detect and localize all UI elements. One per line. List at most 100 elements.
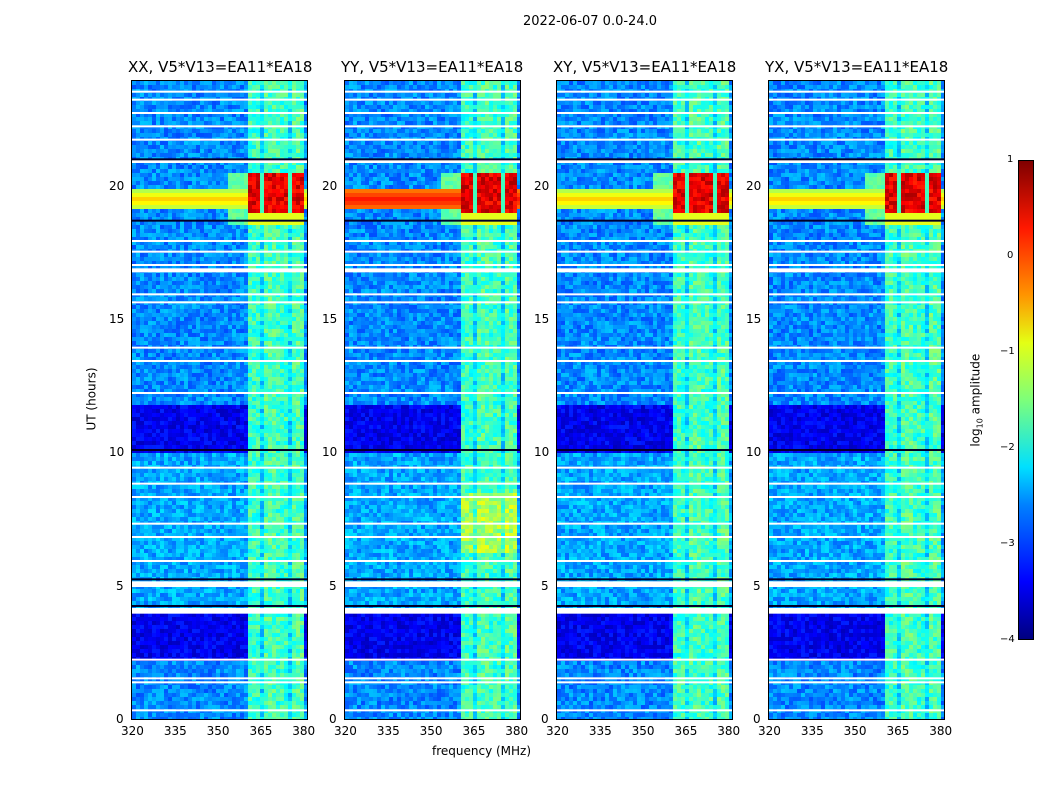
heatmap-yy	[345, 81, 520, 719]
flagged-row	[557, 112, 732, 114]
flagged-row	[345, 301, 520, 304]
flagged-row	[345, 583, 520, 587]
flagged-row	[557, 581, 732, 584]
flagged-row	[769, 609, 944, 614]
x-tick-yy-335: 335	[377, 724, 400, 738]
heatmap-xy	[557, 81, 732, 719]
y-tick-yx-0: 0	[753, 712, 761, 726]
flagged-row	[132, 90, 307, 93]
flagged-row	[345, 560, 520, 562]
flagged-row	[345, 360, 520, 362]
flagged-row	[345, 522, 520, 525]
flagged-row	[132, 138, 307, 141]
flagged-row	[132, 466, 307, 469]
colorbar-tick-5: −4	[1000, 634, 1015, 645]
x-tick-yx-380: 380	[929, 724, 952, 738]
flagged-row	[345, 581, 520, 584]
x-tick-yy-350: 350	[420, 724, 443, 738]
x-tick-xx-365: 365	[249, 724, 272, 738]
x-tick-yy-380: 380	[505, 724, 528, 738]
y-tick-yx-20: 20	[746, 179, 761, 193]
flagged-row	[557, 609, 732, 614]
flagged-row	[769, 482, 944, 485]
colorbar-label: log10 amplitude	[968, 354, 984, 447]
x-tick-xy-320: 320	[546, 724, 569, 738]
flagged-row	[769, 536, 944, 538]
flagged-row	[345, 681, 520, 684]
flagged-row	[132, 112, 307, 114]
y-tick-yx-15: 15	[746, 312, 761, 326]
flagged-row	[769, 658, 944, 661]
flagged-row	[132, 482, 307, 485]
x-tick-xy-335: 335	[589, 724, 612, 738]
flagged-row	[557, 482, 732, 485]
flagged-row	[345, 112, 520, 114]
flagged-row	[557, 536, 732, 538]
panel-title-xx: XX, V5*V13=EA11*EA18	[128, 58, 312, 76]
flagged-row	[769, 268, 944, 273]
flagged-row	[769, 346, 944, 349]
flagged-row	[345, 159, 520, 163]
flagged-row	[769, 138, 944, 141]
flagged-row	[345, 466, 520, 469]
flagged-row	[345, 250, 520, 253]
flagged-row	[769, 360, 944, 362]
flagged-row	[769, 496, 944, 498]
flagged-row	[557, 560, 732, 562]
x-tick-yx-365: 365	[886, 724, 909, 738]
flagged-row	[132, 250, 307, 253]
figure-title: 2022-06-07 0.0-24.0	[0, 14, 1050, 29]
flagged-row	[557, 98, 732, 101]
flagged-row	[769, 293, 944, 296]
flagged-row	[345, 264, 520, 266]
flagged-row	[769, 392, 944, 394]
flagged-row	[557, 496, 732, 498]
x-tick-xy-365: 365	[674, 724, 697, 738]
flagged-row	[557, 301, 732, 304]
flagged-row	[557, 522, 732, 525]
x-tick-yy-320: 320	[334, 724, 357, 738]
flagged-row	[345, 90, 520, 93]
y-tick-xy-20: 20	[534, 179, 549, 193]
y-tick-xx-0: 0	[116, 712, 124, 726]
flagged-row	[345, 482, 520, 485]
heatmap-panel-yy	[344, 80, 521, 720]
x-tick-yy-365: 365	[462, 724, 485, 738]
y-tick-xx-10: 10	[109, 445, 124, 459]
flagged-row	[132, 268, 307, 273]
flagged-row	[557, 583, 732, 587]
colorbar-tick-3: −2	[1000, 442, 1015, 453]
flagged-row	[769, 301, 944, 304]
heatmap-panel-yx	[768, 80, 945, 720]
y-tick-xy-15: 15	[534, 312, 549, 326]
flagged-row	[769, 709, 944, 712]
y-tick-xx-20: 20	[109, 179, 124, 193]
flagged-row	[557, 159, 732, 163]
x-axis-label: frequency (MHz)	[432, 744, 531, 758]
flagged-row	[557, 658, 732, 661]
flagged-row	[557, 608, 732, 610]
flagged-row	[345, 536, 520, 538]
flagged-row	[769, 159, 944, 163]
flagged-row	[132, 159, 307, 163]
flagged-row	[557, 360, 732, 362]
flagged-row	[557, 677, 732, 680]
heatmap-panel-xx	[131, 80, 308, 720]
flagged-row	[132, 301, 307, 304]
flagged-row	[345, 268, 520, 273]
flagged-row	[769, 677, 944, 680]
flagged-row	[132, 293, 307, 296]
flagged-row	[769, 608, 944, 610]
flagged-row	[557, 264, 732, 266]
flagged-row	[769, 112, 944, 114]
y-tick-yy-0: 0	[329, 712, 337, 726]
flagged-row	[557, 268, 732, 273]
flagged-row	[557, 250, 732, 253]
flagged-row	[132, 581, 307, 584]
x-tick-xx-380: 380	[292, 724, 315, 738]
y-tick-yy-20: 20	[322, 179, 337, 193]
flagged-row	[769, 466, 944, 469]
flagged-row	[345, 293, 520, 296]
flagged-row	[557, 709, 732, 712]
y-tick-xy-5: 5	[541, 579, 549, 593]
